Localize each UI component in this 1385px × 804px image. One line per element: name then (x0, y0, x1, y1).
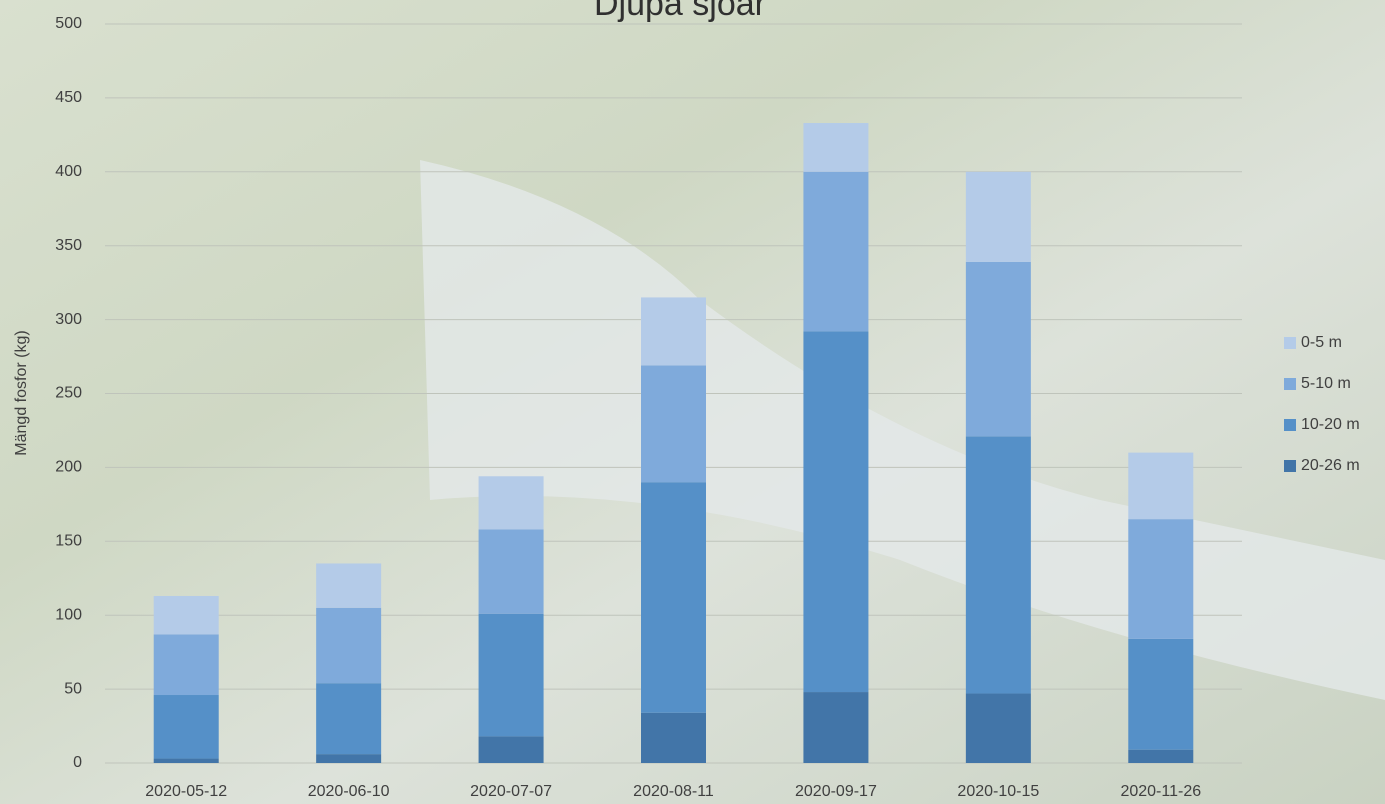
legend-label: 20-26 m (1301, 457, 1360, 474)
y-tick-label: 300 (55, 311, 82, 328)
chart-title: Djupa sjöar (594, 0, 766, 23)
bar-segment (965, 436, 1031, 694)
y-tick-label: 500 (55, 15, 82, 32)
y-tick-label: 450 (55, 89, 82, 106)
bar-segment (803, 331, 869, 693)
bar-segment (316, 607, 382, 684)
bar-segment (478, 529, 544, 614)
bar-segment (153, 595, 219, 635)
x-tick-label: 2020-08-11 (633, 783, 714, 800)
bar-segment (641, 365, 706, 483)
x-tick-label: 2020-05-12 (145, 783, 227, 800)
bar-segment (1128, 638, 1194, 750)
y-tick-label: 0 (73, 754, 82, 771)
x-tick-label: 2020-06-10 (308, 783, 390, 800)
bar-segment (965, 171, 1031, 262)
bar-segment (153, 634, 219, 696)
legend-label: 10-20 m (1301, 416, 1360, 433)
legend-swatch (1284, 460, 1296, 472)
legend-swatch (1284, 419, 1296, 431)
bar-segment (316, 563, 382, 608)
y-axis-label: Mängd fosfor (kg) (13, 330, 30, 455)
legend-label: 5-10 m (1301, 375, 1351, 392)
x-tick-label: 2020-11-26 (1120, 783, 1201, 800)
bar-segment (803, 123, 869, 172)
bar-segment (641, 712, 706, 763)
bar-segment (478, 613, 544, 737)
bar-segment (1128, 452, 1194, 520)
y-tick-label: 350 (55, 237, 82, 254)
bar-segment (1128, 519, 1194, 639)
x-tick-label: 2020-07-07 (470, 783, 552, 800)
x-tick-label: 2020-09-17 (795, 783, 877, 800)
bar-segment (153, 758, 219, 763)
bar-segment (1128, 749, 1194, 763)
y-tick-label: 200 (55, 459, 82, 476)
bar-segment (316, 683, 382, 755)
legend-swatch (1284, 378, 1296, 390)
y-tick-label: 100 (55, 606, 82, 623)
y-tick-label: 50 (64, 680, 82, 697)
y-tick-label: 400 (55, 163, 82, 180)
bar-segment (641, 482, 706, 713)
x-tick-label: 2020-10-15 (957, 783, 1039, 800)
legend-swatch (1284, 337, 1296, 349)
bar-segment (803, 692, 869, 763)
bar-segment (965, 261, 1031, 437)
bar-segment (478, 736, 544, 763)
bar-segment (641, 297, 706, 366)
y-tick-label: 250 (55, 385, 82, 402)
y-tick-label: 150 (55, 533, 82, 550)
bar-segment (478, 476, 544, 530)
bar-segment (803, 171, 869, 332)
bar-segment (316, 754, 382, 763)
legend-label: 0-5 m (1301, 334, 1342, 351)
bar-segment (153, 695, 219, 759)
bar-segment (965, 693, 1031, 763)
